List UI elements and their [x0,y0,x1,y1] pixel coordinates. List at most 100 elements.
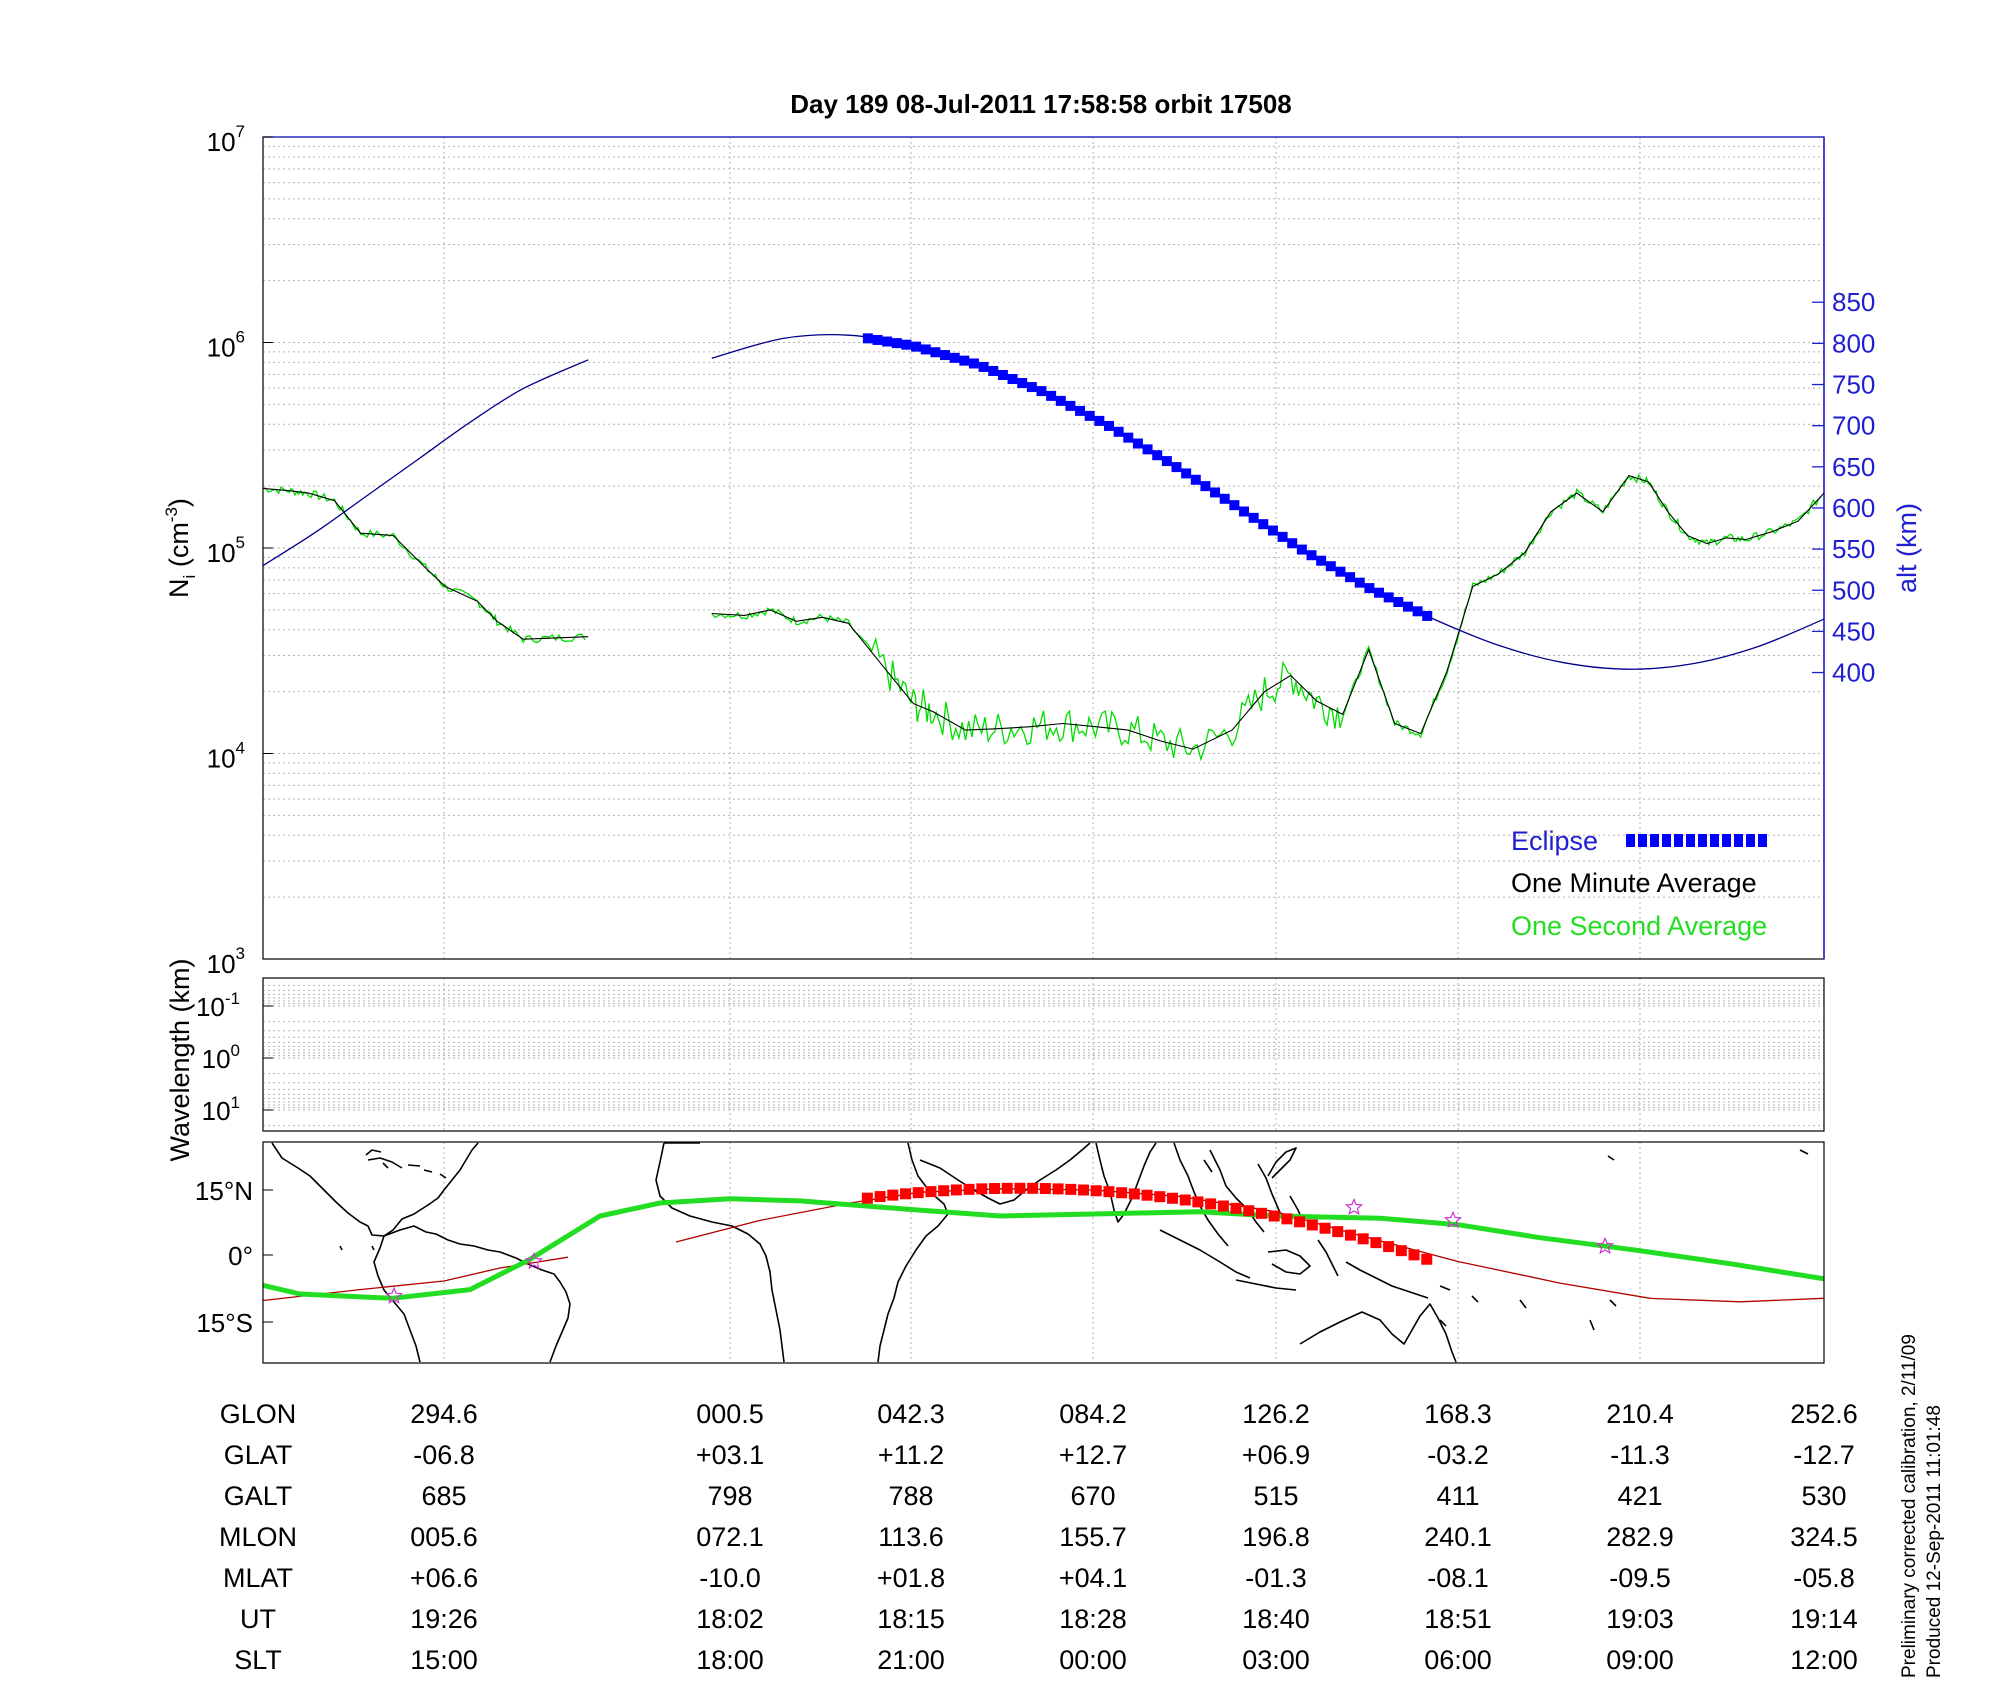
map-panel: 15°N 0° 15°S [195,1141,1825,1364]
table-cell: 113.6 [878,1522,944,1552]
eclipse-marker [1296,544,1307,555]
ground-track-line [263,1196,1824,1301]
eclipse-marker [968,358,979,369]
eclipse-track-marker [1255,1207,1267,1219]
table-cell: 12:00 [1790,1645,1858,1675]
legend-eclipse-square [1662,834,1671,847]
alt-tick-label: 850 [1832,287,1875,317]
table-cell: +01.8 [877,1563,945,1593]
eclipse-marker [1161,456,1172,467]
eclipse-marker [1103,420,1114,431]
star-marker [1443,1210,1463,1229]
table-cell: 000.5 [696,1399,764,1429]
table-cell: -10.0 [699,1563,761,1593]
table-cell: 06:00 [1424,1645,1492,1675]
density-tick-label: 107 [207,122,245,157]
eclipse-track-marker [1357,1233,1369,1245]
wavelength-gridlines [263,978,1824,1131]
eclipse-marker [1402,601,1413,612]
table-row-label: MLAT [223,1563,293,1593]
alt-tick-label: 700 [1832,411,1875,441]
eclipse-marker [978,361,989,372]
table-cell: 788 [888,1481,933,1511]
eclipse-marker [1316,555,1327,566]
eclipse-marker [1171,462,1182,473]
eclipse-track-marker [1268,1210,1280,1222]
eclipse-marker [1374,587,1385,598]
eclipse-marker [997,369,1008,380]
eclipse-marker [1075,405,1086,416]
map-plot-frame [262,1141,1825,1364]
orbit-position-table: GLON 294.6 000.5 042.3 084.2 126.2 168.3 210.4 2… [219,1399,1858,1675]
eclipse-track-marker [874,1191,886,1203]
eclipse-track-marker [1217,1200,1229,1212]
coastline-islands [339,1149,1809,1331]
legend-eclipse-square [1674,834,1683,847]
legend-eclipse-square [1686,834,1695,847]
table-cell: 21:00 [877,1645,945,1675]
eclipse-marker [862,333,873,344]
table-cell: 15:00 [410,1645,478,1675]
eclipse-track-marker [1370,1237,1382,1249]
eclipse-marker [1181,468,1192,479]
eclipse-marker [1277,531,1288,542]
legend-eclipse-square [1698,834,1707,847]
eclipse-marker [1287,538,1298,549]
table-cell: 421 [1617,1481,1662,1511]
density-panel: 103 104 105 106 107 400 450 500 550 600 650 700 750… [162,122,1922,979]
eclipse-marker [1258,519,1269,530]
eclipse-track-marker [963,1183,975,1195]
eclipse-marker [1026,382,1037,393]
eclipse-track-marker [1243,1205,1255,1217]
table-cell: 18:00 [696,1645,764,1675]
map-tick-15s: 15°S [196,1308,253,1338]
coastline-australia [1299,1303,1457,1363]
eclipse-marker [1239,506,1250,517]
table-row-label: MLON [219,1522,297,1552]
wavelength-axis-ticks: 10-1 100 101 [196,989,273,1126]
alt-axis-label: alt (km) [1892,503,1922,593]
coastline-southeast-asia [1173,1142,1297,1247]
eclipse-track-marker [1230,1202,1242,1214]
table-cell: 005.6 [410,1522,478,1552]
coastline-north-america [271,1142,479,1237]
eclipse-marker [1219,493,1230,504]
legend-eclipse-label: Eclipse [1511,826,1598,856]
table-row-label: UT [240,1604,276,1634]
alt-tick-label: 400 [1832,658,1875,688]
table-cell: 126.2 [1242,1399,1310,1429]
coastline-indonesia [1159,1229,1429,1299]
eclipse-marker [1007,374,1018,385]
eclipse-marker [1210,487,1221,498]
table-row-label: GLAT [224,1440,293,1470]
coastline-india [1095,1142,1157,1223]
coastlines [271,1142,1809,1363]
eclipse-track-marker [1421,1253,1433,1265]
wavelength-tick-label: 101 [202,1093,240,1126]
table-cell: 084.2 [1059,1399,1127,1429]
star-marker [384,1286,404,1304]
eclipse-marker [959,355,970,366]
alt-tick-label: 500 [1832,575,1875,605]
table-cell: 155.7 [1059,1522,1127,1552]
eclipse-marker [949,352,960,363]
eclipse-marker [1142,444,1153,455]
table-cell: +06.9 [1242,1440,1310,1470]
coastline-south-america [373,1225,571,1363]
eclipse-track-marker [912,1187,924,1199]
legend-eclipse-swatch [1626,834,1767,847]
map-tick-0: 0° [228,1241,253,1271]
eclipse-marker [1113,426,1124,437]
eclipse-marker [1046,390,1057,401]
table-cell: -05.8 [1793,1563,1855,1593]
table-cell: +04.1 [1059,1563,1127,1593]
alt-tick-label: 550 [1832,534,1875,564]
eclipse-marker [901,339,912,350]
density-tick-label: 103 [207,944,245,979]
eclipse-track-marker [861,1192,873,1204]
eclipse-marker [1364,583,1375,594]
table-cell: +12.7 [1059,1440,1127,1470]
eclipse-marker [1200,481,1211,492]
eclipse-track-marker [1319,1222,1331,1234]
one-second-average-line [263,473,1822,762]
